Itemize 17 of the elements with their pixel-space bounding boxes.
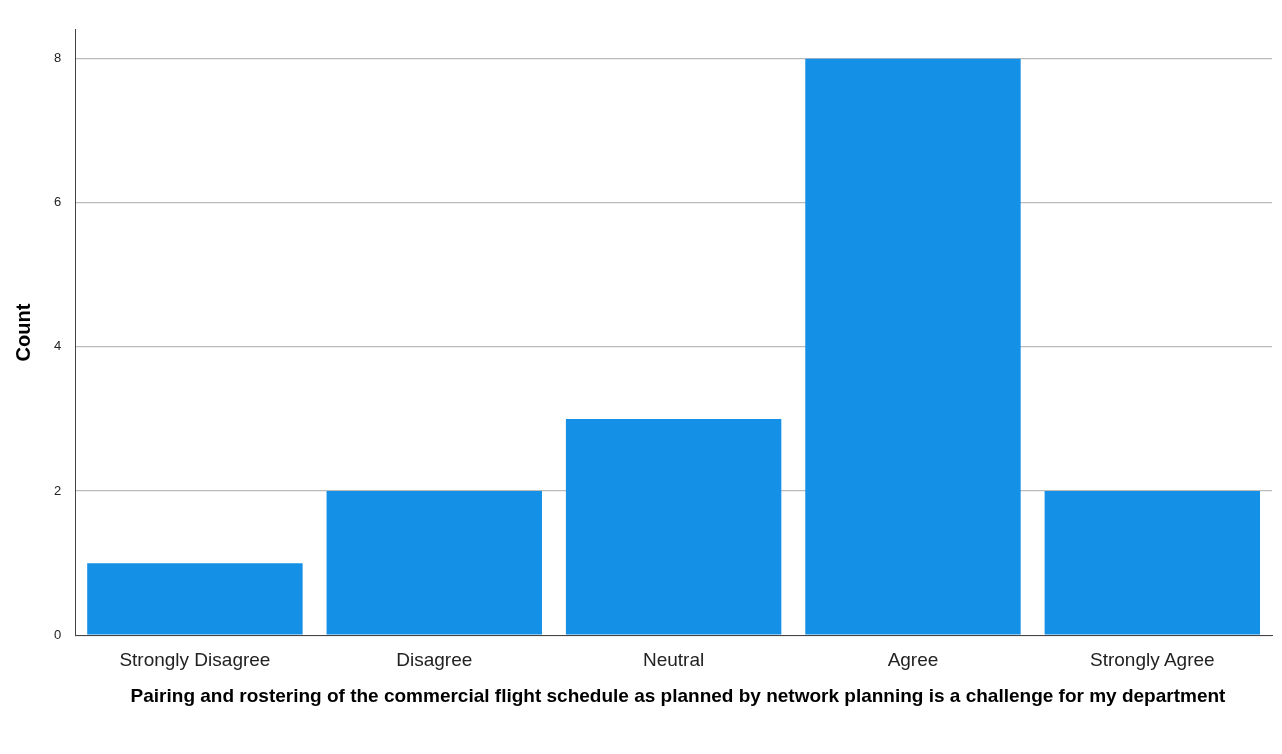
y-tick-label: 6 [54,194,62,210]
x-tick-label: Strongly Disagree [119,648,271,670]
bar [326,491,542,635]
y-tick-label: 4 [54,338,62,354]
bar [805,58,1021,635]
x-tick-label: Strongly Agree [1090,648,1215,670]
x-tick-label: Agree [887,648,939,670]
y-axis-title: Count [11,303,34,362]
bar [1044,491,1261,635]
bar [87,563,303,635]
y-tick-label: 0 [54,626,62,642]
x-tick-label: Disagree [396,648,473,670]
y-tick-label: 8 [54,50,62,66]
bar [565,418,782,635]
y-tick-label: 2 [54,482,62,498]
x-tick-label: Neutral [642,648,705,670]
x-axis-title: Pairing and rostering of the commercial flight schedule as planned by network planning is a challenge for my department [129,685,1227,706]
